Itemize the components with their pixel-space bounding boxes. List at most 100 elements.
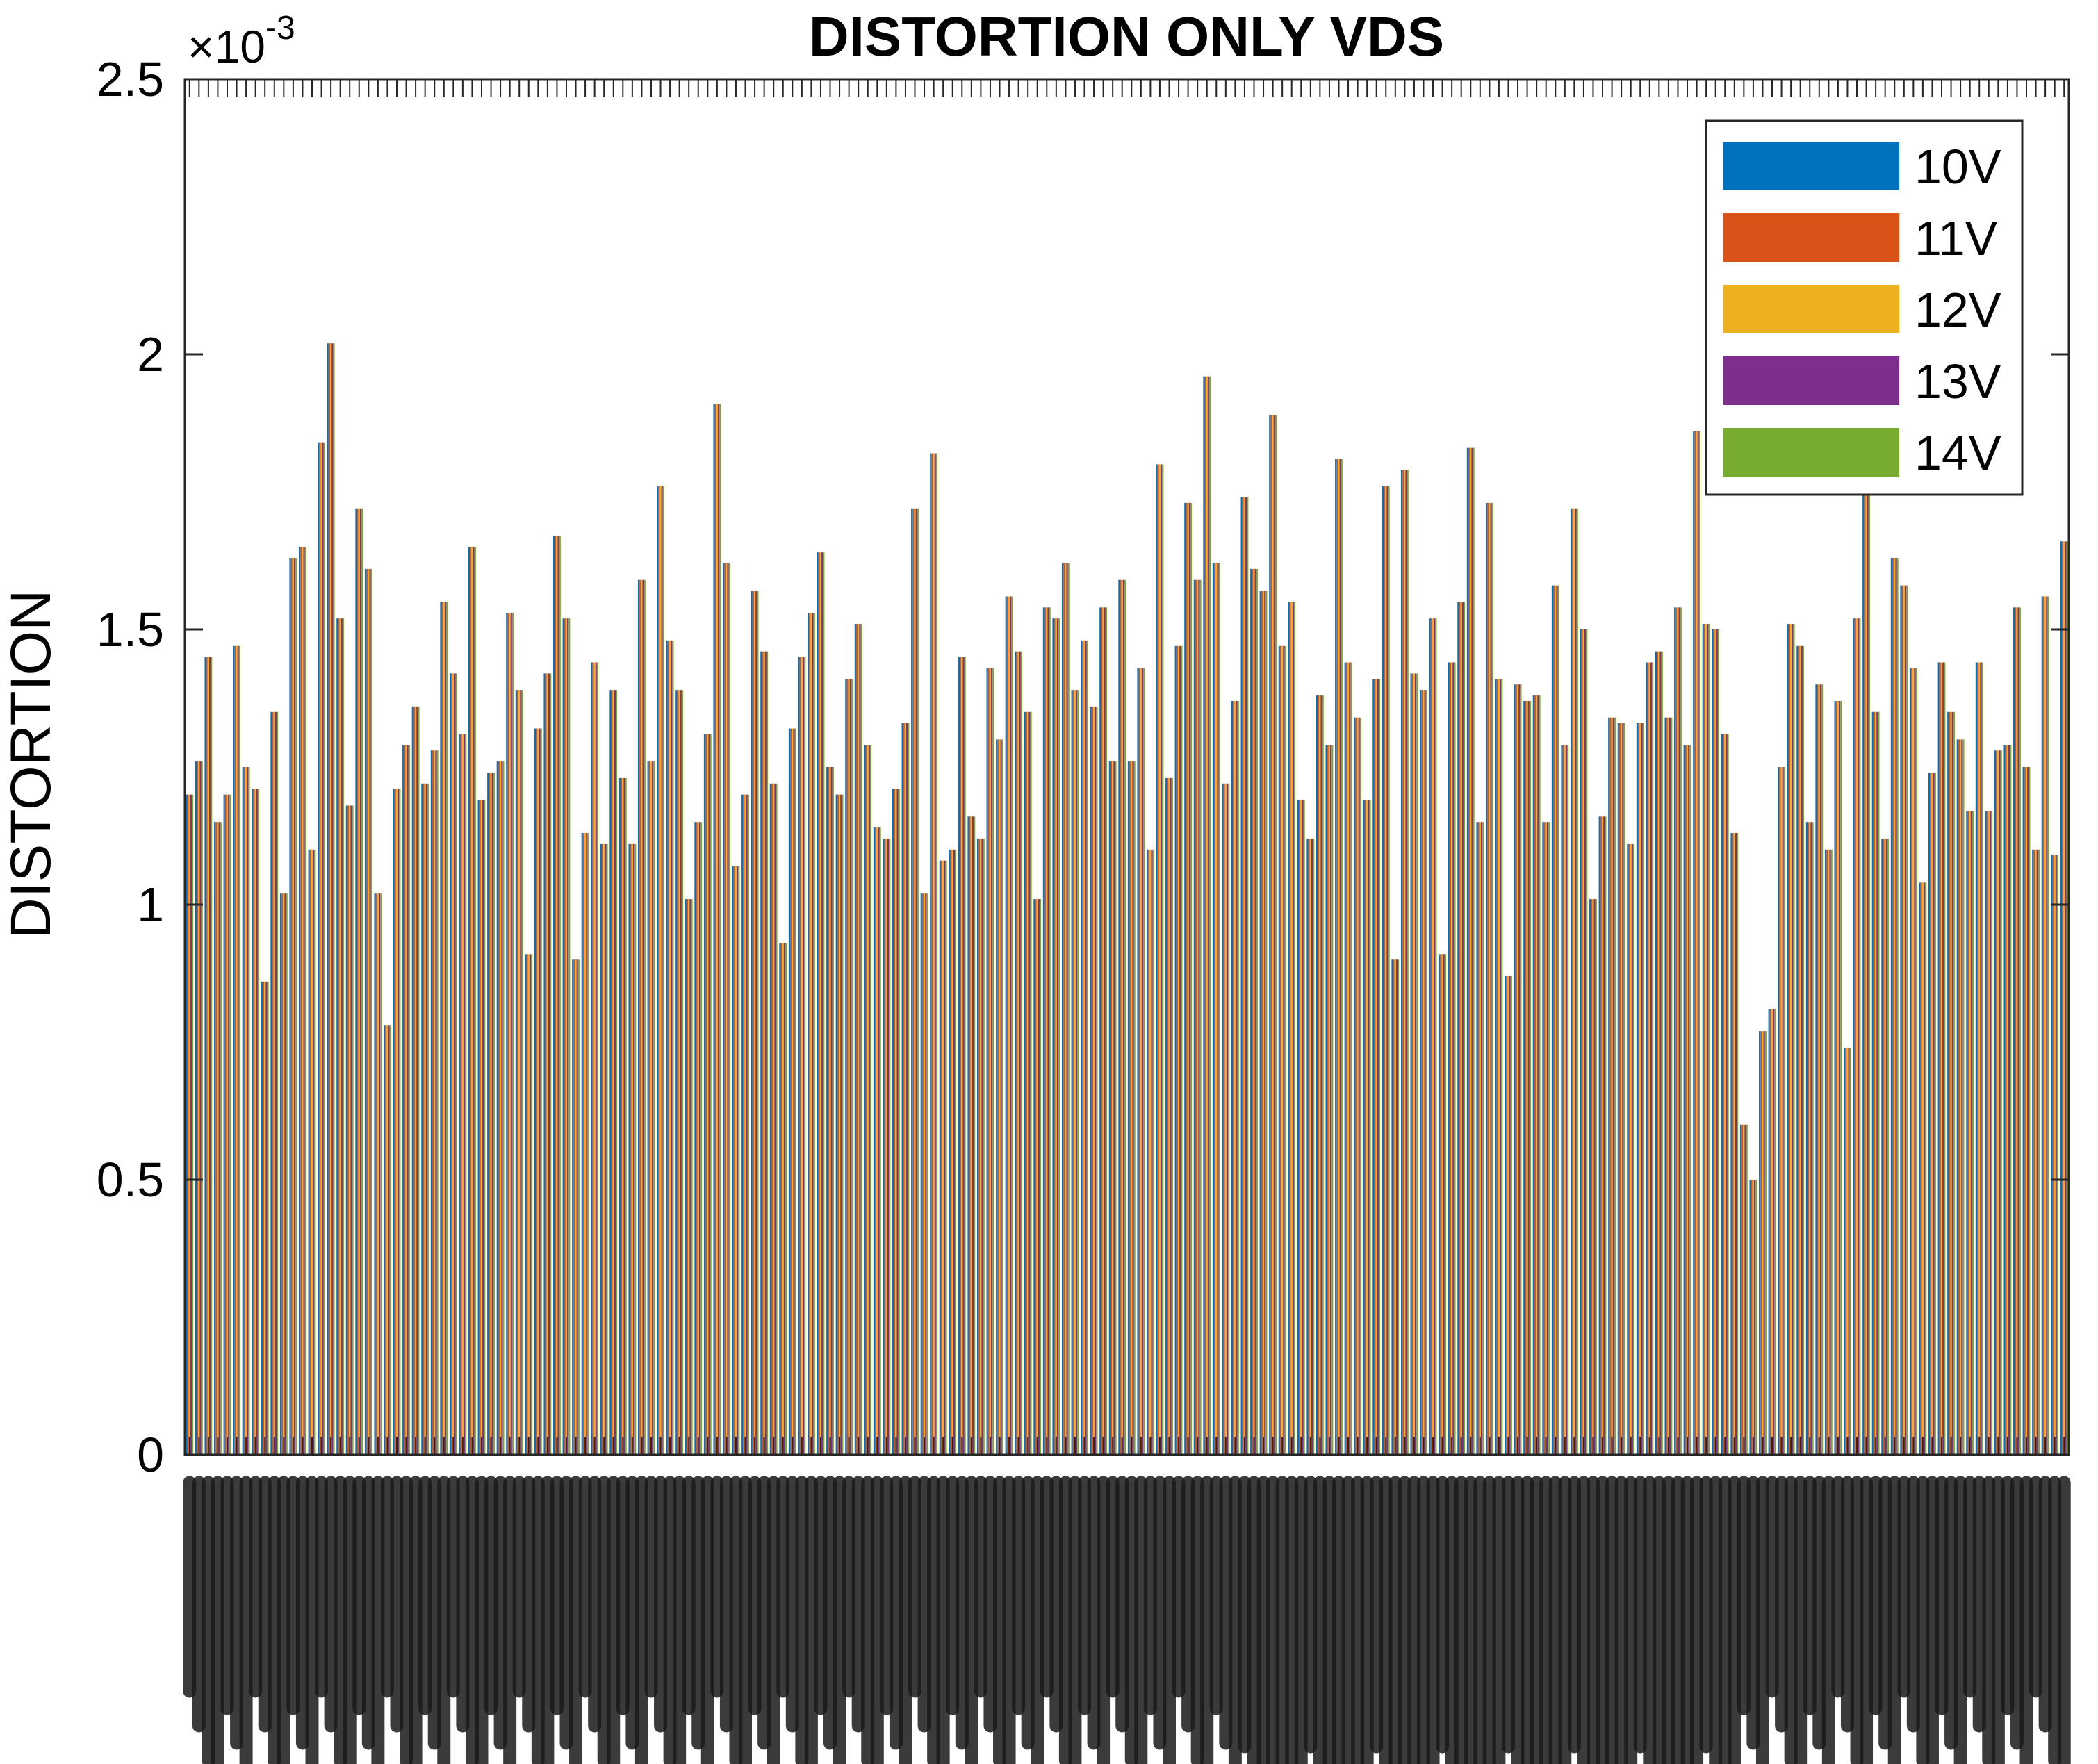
bar-12V bbox=[933, 453, 935, 1455]
bar-10V bbox=[1278, 645, 1280, 1455]
bar-10V bbox=[798, 657, 800, 1455]
bar-13V bbox=[1612, 717, 1614, 1455]
bar-13V bbox=[199, 761, 202, 1455]
bar-10V bbox=[1598, 816, 1600, 1455]
bar-14V bbox=[1030, 711, 1032, 1455]
y-tick-label: 0.5 bbox=[97, 1153, 164, 1207]
bar-13V bbox=[1716, 629, 1718, 1455]
bar-12V bbox=[1894, 558, 1896, 1455]
bar-12V bbox=[302, 547, 304, 1456]
bar-12V bbox=[1912, 668, 1915, 1456]
bar-13V bbox=[1490, 502, 1492, 1455]
bar-14V bbox=[1369, 800, 1371, 1455]
bar-14V bbox=[568, 618, 571, 1456]
bar-11V bbox=[733, 866, 735, 1455]
bar-10V bbox=[1824, 849, 1827, 1455]
bar-12V bbox=[942, 860, 944, 1455]
bar-12V bbox=[1724, 734, 1726, 1455]
bar-14V bbox=[1454, 662, 1456, 1455]
bar-11V bbox=[601, 843, 604, 1455]
bar-12V bbox=[1328, 745, 1331, 1455]
bar-14V bbox=[625, 777, 627, 1455]
bar-13V bbox=[303, 547, 305, 1456]
bar-10V bbox=[487, 772, 489, 1455]
bar-12V bbox=[490, 772, 492, 1455]
bar-12V bbox=[1243, 497, 1246, 1456]
bar-12V bbox=[311, 849, 313, 1455]
bar-11V bbox=[1421, 690, 1423, 1455]
bar-10V bbox=[694, 822, 696, 1455]
bar-12V bbox=[1658, 651, 1660, 1456]
bar-10V bbox=[1505, 975, 1507, 1455]
bar-11V bbox=[987, 668, 990, 1456]
legend-swatch-13V bbox=[1723, 356, 1899, 405]
bar-10V bbox=[1005, 596, 1007, 1455]
bar-13V bbox=[1132, 761, 1134, 1455]
bar-12V bbox=[1385, 486, 1387, 1455]
bar-14V bbox=[766, 651, 769, 1456]
bar-12V bbox=[641, 579, 643, 1455]
bar-13V bbox=[727, 563, 729, 1456]
bar-11V bbox=[1506, 975, 1508, 1455]
bar-11V bbox=[1101, 607, 1103, 1455]
bar-11V bbox=[686, 899, 689, 1455]
bar-10V bbox=[779, 943, 781, 1455]
bar-11V bbox=[489, 772, 491, 1455]
bar-10V bbox=[223, 794, 225, 1455]
bar-10V bbox=[1174, 645, 1177, 1455]
bar-14V bbox=[380, 893, 382, 1455]
bar-10V bbox=[1664, 717, 1666, 1455]
bar-14V bbox=[691, 899, 693, 1455]
bar-11V bbox=[375, 893, 377, 1455]
bar-11V bbox=[1930, 772, 1932, 1455]
bar-10V bbox=[459, 734, 461, 1455]
bar-14V bbox=[1632, 843, 1635, 1455]
y-axis-label: DISTORTION bbox=[0, 590, 63, 939]
bar-14V bbox=[1934, 772, 1936, 1455]
bar-10V bbox=[384, 1025, 386, 1455]
bar-10V bbox=[261, 981, 263, 1455]
bar-11V bbox=[1958, 739, 1960, 1455]
bar-14V bbox=[1708, 624, 1710, 1455]
bar-10V bbox=[864, 745, 866, 1455]
bar-13V bbox=[1518, 684, 1521, 1456]
bar-12V bbox=[1714, 629, 1716, 1455]
bar-12V bbox=[1526, 700, 1528, 1456]
bar-13V bbox=[1170, 777, 1172, 1455]
bar-14V bbox=[238, 645, 240, 1455]
bar-13V bbox=[341, 618, 343, 1456]
bar-13V bbox=[398, 789, 400, 1455]
bar-14V bbox=[1991, 811, 1993, 1455]
bar-14V bbox=[1557, 585, 1559, 1455]
bar-13V bbox=[1443, 954, 1445, 1455]
bar-13V bbox=[1480, 822, 1483, 1455]
bar-10V bbox=[1928, 772, 1931, 1455]
bar-11V bbox=[2024, 767, 2026, 1455]
bar-11V bbox=[1336, 459, 1338, 1455]
bar-11V bbox=[894, 789, 896, 1455]
bar-12V bbox=[1441, 954, 1443, 1455]
bar-10V bbox=[411, 706, 413, 1455]
bar-10V bbox=[543, 673, 546, 1455]
bar-14V bbox=[1265, 591, 1268, 1455]
bar-13V bbox=[586, 833, 588, 1455]
bar-10V bbox=[1081, 640, 1083, 1455]
bar-13V bbox=[755, 591, 757, 1455]
bar-14V bbox=[2038, 849, 2040, 1455]
bar-14V bbox=[436, 750, 439, 1455]
bar-14V bbox=[446, 602, 448, 1455]
bar-13V bbox=[925, 893, 927, 1455]
bar-11V bbox=[799, 657, 801, 1455]
bar-12V bbox=[1432, 618, 1434, 1456]
bar-12V bbox=[452, 673, 454, 1455]
bar-11V bbox=[1138, 668, 1140, 1456]
bar-13V bbox=[1217, 563, 1219, 1456]
bar-10V bbox=[1994, 750, 1997, 1455]
bar-11V bbox=[1694, 431, 1696, 1455]
bar-13V bbox=[1810, 822, 1812, 1455]
bar-11V bbox=[1883, 838, 1885, 1455]
bar-14V bbox=[540, 728, 542, 1455]
bar-11V bbox=[621, 777, 623, 1455]
bar-14V bbox=[521, 690, 523, 1455]
bar-11V bbox=[1591, 899, 1593, 1455]
